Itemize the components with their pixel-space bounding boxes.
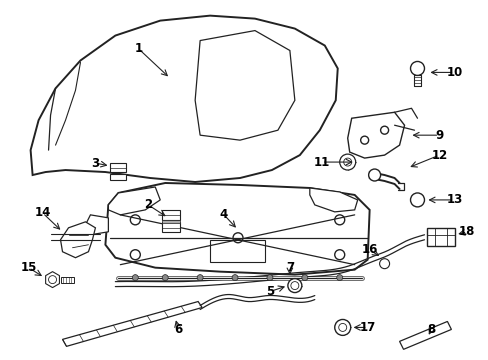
Polygon shape xyxy=(108,187,160,215)
Text: 9: 9 xyxy=(434,129,443,142)
Circle shape xyxy=(410,62,424,75)
Polygon shape xyxy=(105,183,369,275)
Text: 12: 12 xyxy=(430,149,447,162)
Bar xyxy=(162,220,180,223)
Polygon shape xyxy=(62,302,202,346)
Circle shape xyxy=(301,275,307,280)
Polygon shape xyxy=(61,222,95,258)
Bar xyxy=(61,276,74,283)
Text: 10: 10 xyxy=(446,66,462,79)
Text: 5: 5 xyxy=(265,285,273,298)
Bar xyxy=(110,174,126,180)
Text: 7: 7 xyxy=(285,261,293,274)
Bar xyxy=(110,163,126,172)
Bar xyxy=(427,228,454,246)
Bar xyxy=(162,210,180,220)
Text: 4: 4 xyxy=(220,208,228,221)
Text: 3: 3 xyxy=(91,157,99,170)
Circle shape xyxy=(336,275,342,280)
Bar xyxy=(210,240,264,262)
Polygon shape xyxy=(399,321,450,349)
Text: 8: 8 xyxy=(427,323,435,336)
Text: 2: 2 xyxy=(144,198,152,211)
Text: 11: 11 xyxy=(313,156,329,168)
Polygon shape xyxy=(31,15,337,182)
Circle shape xyxy=(162,275,168,280)
Bar xyxy=(162,222,180,232)
Circle shape xyxy=(232,275,238,280)
Text: 16: 16 xyxy=(361,243,377,256)
Polygon shape xyxy=(45,272,60,288)
Circle shape xyxy=(368,169,380,181)
Text: 1: 1 xyxy=(134,42,142,55)
Circle shape xyxy=(410,193,424,207)
Text: 14: 14 xyxy=(34,206,51,219)
Circle shape xyxy=(339,154,355,170)
Circle shape xyxy=(132,275,138,280)
Text: 17: 17 xyxy=(359,321,375,334)
Polygon shape xyxy=(85,215,108,235)
Circle shape xyxy=(334,319,350,336)
Circle shape xyxy=(197,275,203,280)
Text: 13: 13 xyxy=(446,193,462,206)
Text: 6: 6 xyxy=(174,323,182,336)
Polygon shape xyxy=(309,188,357,212)
Text: 18: 18 xyxy=(458,225,475,238)
Polygon shape xyxy=(195,31,294,140)
Circle shape xyxy=(287,279,301,293)
Polygon shape xyxy=(347,112,404,158)
Text: 15: 15 xyxy=(20,261,37,274)
Circle shape xyxy=(379,259,389,269)
Circle shape xyxy=(266,275,272,280)
